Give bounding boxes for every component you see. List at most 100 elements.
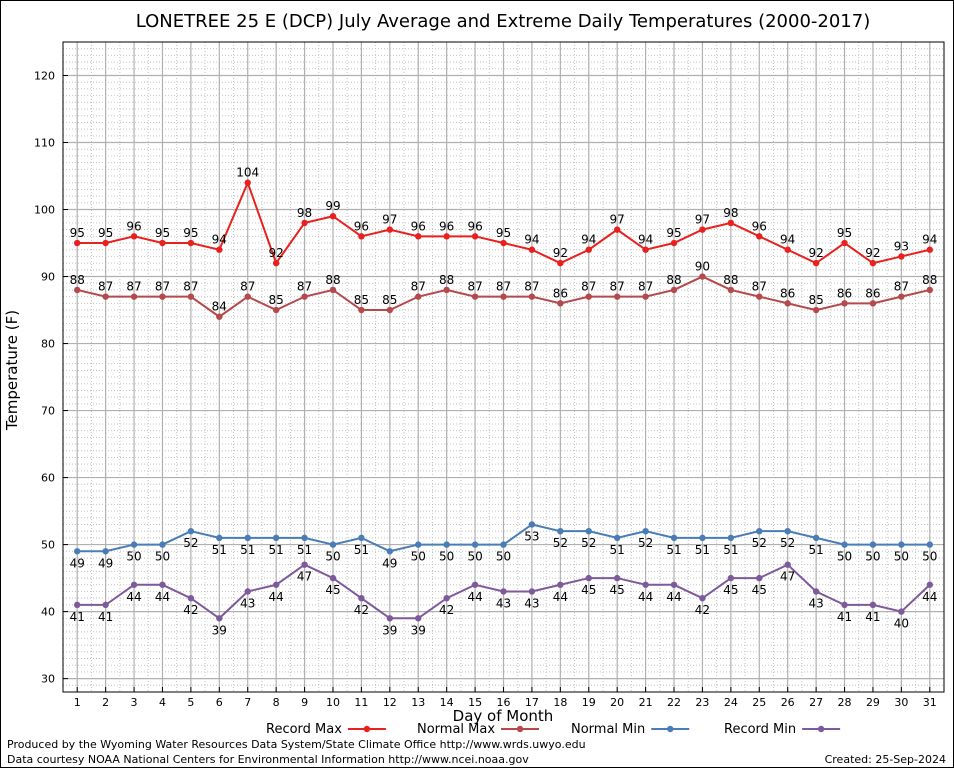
normal-max-point: [613, 293, 621, 300]
normal-min-data-label: 52: [581, 536, 596, 550]
normal-min-point: [159, 541, 166, 548]
record-max-point: [329, 213, 337, 220]
normal-max-point: [159, 293, 166, 300]
record-max-data-label: 92: [808, 246, 823, 260]
normal-min-point: [585, 527, 592, 535]
record-min-data-label: 43: [524, 596, 539, 610]
record-max-point: [130, 233, 138, 240]
y-tick-label: 110: [34, 137, 55, 150]
record-min-data-label: 39: [212, 623, 227, 637]
record-max-data-label: 92: [553, 246, 568, 260]
normal-max-point: [301, 293, 308, 300]
record-max-data-label: 95: [183, 226, 198, 240]
record-min-point: [557, 581, 564, 588]
record-max-point: [613, 226, 621, 233]
record-max-point: [102, 239, 109, 247]
record-min-point: [415, 615, 422, 622]
record-min-point: [272, 581, 280, 588]
record-min-point: [500, 588, 507, 595]
record-min-data-label: 42: [439, 603, 454, 617]
legend-item-record-max: Record Max: [266, 722, 386, 737]
normal-max-point: [926, 286, 933, 294]
x-tick-label: 23: [695, 696, 709, 709]
record-min-point: [699, 594, 706, 602]
normal-max-data-label: 88: [666, 273, 681, 287]
normal-max-point: [670, 286, 678, 294]
record-min-point: [784, 561, 791, 568]
record-min-data-label: 47: [297, 570, 312, 584]
normal-min-data-label: 50: [155, 550, 170, 564]
record-max-point: [642, 246, 649, 253]
normal-max-point: [244, 293, 251, 300]
record-max-point: [670, 239, 678, 247]
record-min-data-label: 43: [808, 596, 823, 610]
y-tick-label: 120: [34, 70, 55, 83]
normal-min-data-label: 52: [780, 536, 795, 550]
record-min-point: [471, 581, 479, 588]
record-max-point: [415, 233, 422, 240]
x-tick-label: 20: [610, 696, 624, 709]
record-max-point: [756, 233, 763, 240]
series-layer: 95 95 96 95 95 94 104 92 98 99 96 97 96 96 96 95 94 92 94 9…: [70, 166, 938, 638]
record-max-point: [699, 226, 706, 233]
normal-min-data-label: 50: [439, 550, 454, 564]
legend-label: Normal Max: [417, 722, 495, 737]
x-tick-label: 17: [525, 696, 539, 709]
legend: Record Max Normal Max Normal Min Record Min: [266, 722, 841, 737]
normal-min-point: [415, 541, 422, 548]
normal-min-data-label: 51: [808, 543, 823, 557]
record-min-data-label: 45: [581, 583, 596, 597]
footer-produced-by: Produced by the Wyoming Water Resources …: [7, 738, 586, 751]
x-tick-label: 13: [411, 696, 425, 709]
normal-min-point: [812, 534, 820, 542]
normal-min-data-label: 51: [269, 543, 284, 557]
normal-max-point: [130, 293, 138, 300]
normal-min-data-label: 51: [666, 543, 681, 557]
normal-min-data-label: 51: [212, 543, 227, 557]
normal-min-point: [500, 541, 507, 548]
record-max-point: [443, 233, 450, 240]
normal-min-point: [272, 534, 280, 542]
normal-max-data-label: 88: [325, 273, 340, 287]
normal-max-point: [216, 313, 223, 320]
record-max-data-label: 92: [865, 246, 880, 260]
record-max-point: [528, 246, 536, 253]
normal-max-point: [500, 293, 507, 300]
normal-max-data-label: 87: [98, 280, 113, 294]
record-max-data-label: 94: [524, 233, 539, 247]
record-min-point: [386, 615, 394, 622]
record-max-point: [841, 239, 848, 247]
normal-max-data-label: 87: [894, 280, 909, 294]
record-max-data-label: 97: [610, 213, 625, 227]
record-max-point: [358, 233, 365, 240]
legend-label: Record Min: [724, 722, 796, 737]
record-min-point: [301, 561, 308, 568]
record-max-data-label: 99: [325, 199, 340, 213]
y-tick-label: 40: [41, 606, 55, 619]
record-min-point: [869, 601, 877, 609]
legend-marker-swatch: [667, 725, 674, 733]
record-min-point: [74, 601, 81, 609]
chart-title: LONETREE 25 E (DCP) July Average and Ext…: [136, 11, 870, 32]
record-max-point: [812, 259, 820, 267]
record-max-point: [272, 259, 280, 267]
record-max-data-label: 95: [98, 226, 113, 240]
record-max-point: [216, 246, 223, 253]
normal-max-data-label: 87: [240, 280, 255, 294]
record-max-point: [869, 259, 877, 267]
normal-max-data-label: 84: [212, 300, 227, 314]
record-min-data-label: 44: [666, 590, 681, 604]
normal-max-data-label: 88: [922, 273, 937, 287]
normal-max-point: [727, 286, 735, 294]
y-axis-ticks: 30 40 50 60 70 80 90 100 110 120: [34, 70, 68, 686]
record-max-data-label: 94: [581, 233, 596, 247]
record-max-data-label: 96: [752, 219, 767, 233]
x-tick-label: 5: [187, 696, 194, 709]
record-min-data-label: 40: [894, 617, 909, 631]
record-min-data-label: 42: [354, 603, 369, 617]
record-max-data-label: 96: [467, 219, 482, 233]
record-min-data-label: 43: [240, 596, 255, 610]
legend-marker-swatch: [516, 725, 524, 733]
normal-min-data-label: 52: [553, 536, 568, 550]
record-min-data-label: 44: [269, 590, 284, 604]
